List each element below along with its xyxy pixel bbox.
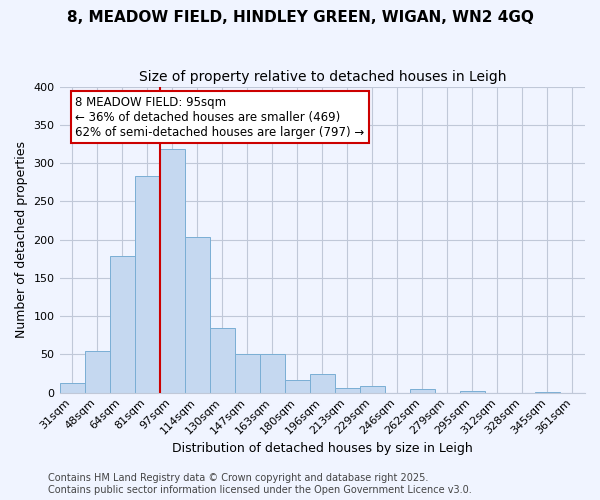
Bar: [460, 391, 485, 392]
Bar: [59, 382, 85, 392]
Bar: [134, 176, 160, 392]
Title: Size of property relative to detached houses in Leigh: Size of property relative to detached ho…: [139, 70, 506, 84]
Bar: [185, 236, 209, 392]
Bar: [209, 328, 235, 392]
Bar: [110, 256, 134, 392]
Bar: [235, 354, 260, 393]
Bar: [410, 389, 435, 392]
Text: 8 MEADOW FIELD: 95sqm
← 36% of detached houses are smaller (469)
62% of semi-det: 8 MEADOW FIELD: 95sqm ← 36% of detached …: [76, 96, 365, 138]
X-axis label: Distribution of detached houses by size in Leigh: Distribution of detached houses by size …: [172, 442, 473, 455]
Bar: [310, 374, 335, 392]
Bar: [360, 386, 385, 392]
Text: 8, MEADOW FIELD, HINDLEY GREEN, WIGAN, WN2 4GQ: 8, MEADOW FIELD, HINDLEY GREEN, WIGAN, W…: [67, 10, 533, 25]
Bar: [85, 352, 110, 393]
Bar: [260, 354, 285, 393]
Bar: [335, 388, 360, 392]
Text: Contains HM Land Registry data © Crown copyright and database right 2025.
Contai: Contains HM Land Registry data © Crown c…: [48, 474, 472, 495]
Bar: [285, 380, 310, 392]
Bar: [160, 150, 185, 392]
Y-axis label: Number of detached properties: Number of detached properties: [15, 141, 28, 338]
